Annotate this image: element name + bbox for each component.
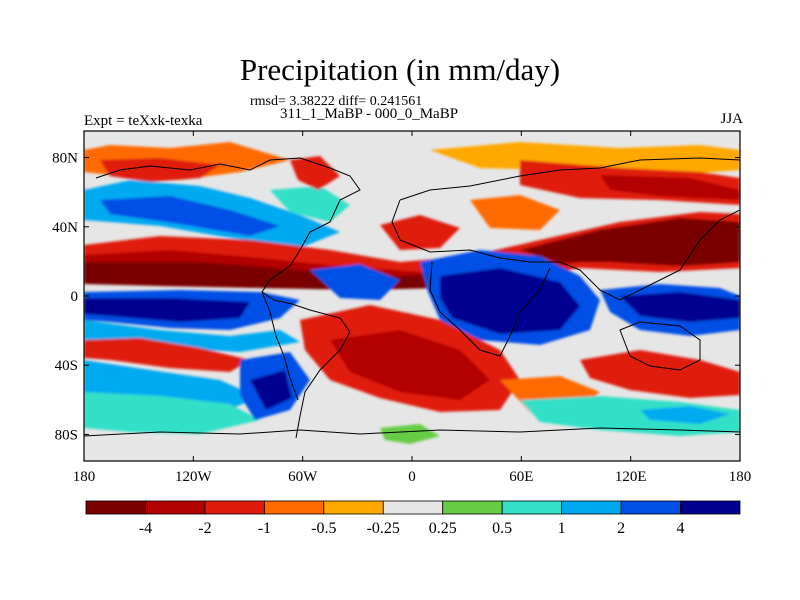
lon-tick-label: 120W: [175, 469, 213, 485]
colorbar-swatch: [85, 500, 146, 515]
coastline-south-america-west: [261, 291, 299, 401]
field-patch: [84, 392, 260, 434]
coastline-africa: [429, 261, 551, 357]
colorbar-swatch: [382, 500, 444, 515]
colorbar-label: 2: [617, 520, 625, 537]
field-patch: [250, 370, 292, 410]
field-patch: [620, 292, 740, 322]
precip-field: [84, 131, 740, 461]
axis-ticks: 80N 40N 0 40S 80S 180 120W 60W 0 60E 120E 180: [52, 131, 751, 485]
colorbar-label: 0.25: [429, 520, 457, 537]
field-patch: [380, 424, 440, 444]
stats-line: rmsd= 3.38222 diff= 0.241561: [250, 94, 423, 109]
colorbar-swatch: [680, 500, 741, 515]
colorbar-swatch: [620, 500, 681, 515]
coastline-eurasia-north: [399, 157, 740, 201]
colorbar-swatch: [323, 500, 384, 515]
colorbar-label: -0.25: [367, 520, 400, 537]
colorbar-label: 4: [677, 520, 685, 537]
colorbar-label: -0.5: [311, 520, 336, 537]
coastline-south-america: [273, 299, 351, 439]
colorbar-swatch: [442, 500, 503, 515]
coastline-eurasia-south: [391, 199, 740, 301]
colorbar-label: 0.5: [492, 520, 512, 537]
lon-tick-label: 180: [73, 469, 96, 485]
map-title: Precipitation (in mm/day): [239, 52, 561, 87]
lon-tick-label: 60W: [288, 469, 318, 485]
field-patch: [440, 268, 580, 334]
field-patch: [600, 175, 740, 200]
lon-tick-label: 60E: [509, 469, 533, 485]
field-patch: [580, 350, 740, 398]
colorbar: -4 -2 -1 -0.5 -0.25 0.25 0.5 1 2 4: [85, 500, 741, 537]
season-label: JJA: [720, 111, 743, 127]
colorbar-label: -1: [258, 520, 271, 537]
colorbar-swatch: [501, 500, 563, 515]
experiment-label: Expt = teXxk-texka: [84, 113, 203, 129]
field-patch: [270, 186, 350, 222]
lat-tick-label: 40N: [52, 220, 78, 236]
field-patch: [290, 156, 340, 190]
experiment-subtitle: 311_1_MaBP - 000_0_MaBP: [280, 106, 459, 122]
field-patch: [310, 264, 400, 300]
lat-tick-label: 40S: [55, 358, 78, 374]
colorbar-swatch: [561, 500, 622, 515]
lat-tick-label: 0: [71, 289, 79, 305]
field-patch: [430, 142, 740, 176]
field-patch: [84, 338, 250, 372]
field-patch: [380, 215, 460, 250]
lat-tick-label: 80N: [52, 151, 78, 167]
coastline-north-america: [95, 157, 361, 301]
colorbar-swatch: [263, 500, 325, 515]
coastline-australia: [619, 321, 701, 371]
field-patch: [470, 195, 560, 230]
colorbar-label: -4: [139, 520, 152, 537]
field-patch: [84, 298, 250, 322]
field-patch: [520, 396, 740, 436]
field-patch: [520, 218, 740, 266]
colorbar-swatch: [204, 500, 265, 515]
lat-tick-label: 80S: [55, 427, 78, 443]
field-patch: [100, 196, 280, 236]
colorbar-label: 1: [558, 520, 566, 537]
lon-tick-label: 0: [408, 469, 416, 485]
coastlines: [84, 157, 740, 439]
field-patch: [640, 406, 730, 424]
field-patch: [100, 158, 220, 182]
lon-tick-label: 180: [729, 469, 752, 485]
field-patch: [330, 330, 490, 400]
lon-tick-label: 120E: [615, 469, 647, 485]
coastline-antarctica: [84, 427, 740, 437]
colorbar-label: -2: [198, 520, 211, 537]
colorbar-swatch: [145, 500, 206, 515]
